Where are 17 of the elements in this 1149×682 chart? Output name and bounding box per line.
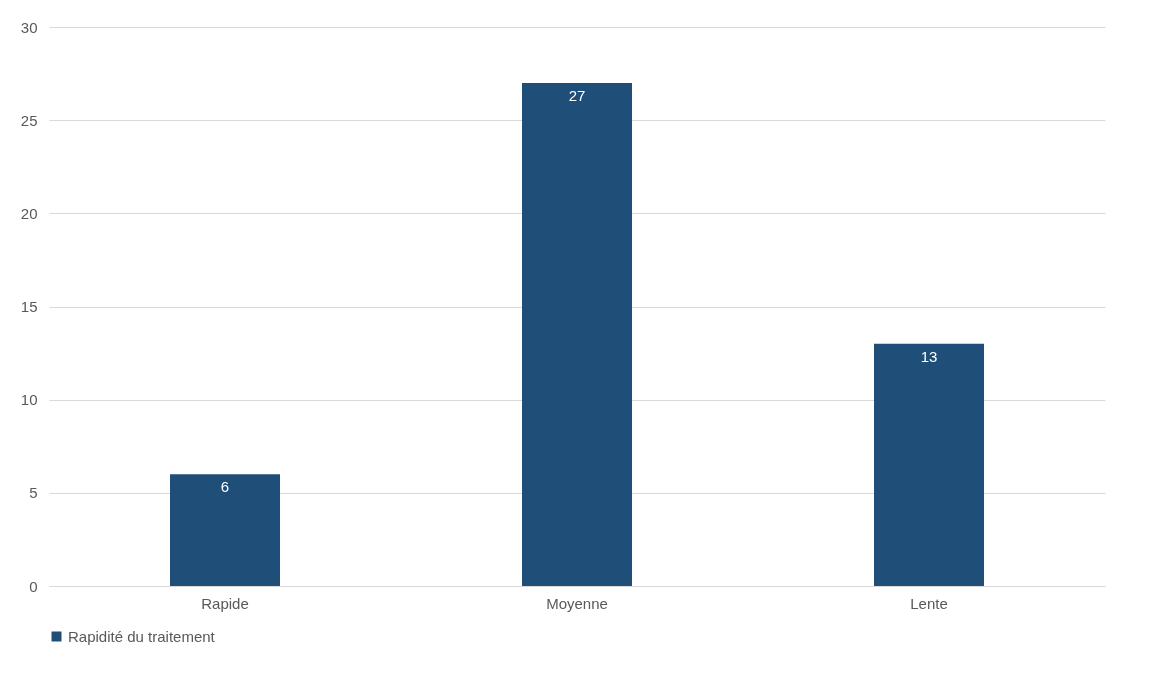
data-label: 27 (568, 86, 586, 104)
data-label: 13 (920, 347, 938, 365)
y-tick-label: 30 (20, 18, 38, 36)
x-tick-label: Moyenne (546, 594, 608, 612)
x-tick-label: Rapide (201, 594, 249, 612)
x-tick-label: Lente (910, 594, 948, 612)
y-tick-label: 20 (20, 204, 38, 222)
y-tick-label: 25 (20, 111, 38, 129)
y-tick-label: 10 (20, 391, 38, 409)
y-tick-label: 5 (29, 484, 38, 502)
bar (170, 474, 280, 586)
bar (874, 343, 984, 586)
legend-label: Rapidité du traitement (68, 627, 216, 645)
bar (522, 82, 632, 586)
y-tick-label: 0 (29, 577, 38, 595)
y-tick-label: 15 (20, 298, 38, 315)
data-label: 6 (220, 478, 230, 496)
